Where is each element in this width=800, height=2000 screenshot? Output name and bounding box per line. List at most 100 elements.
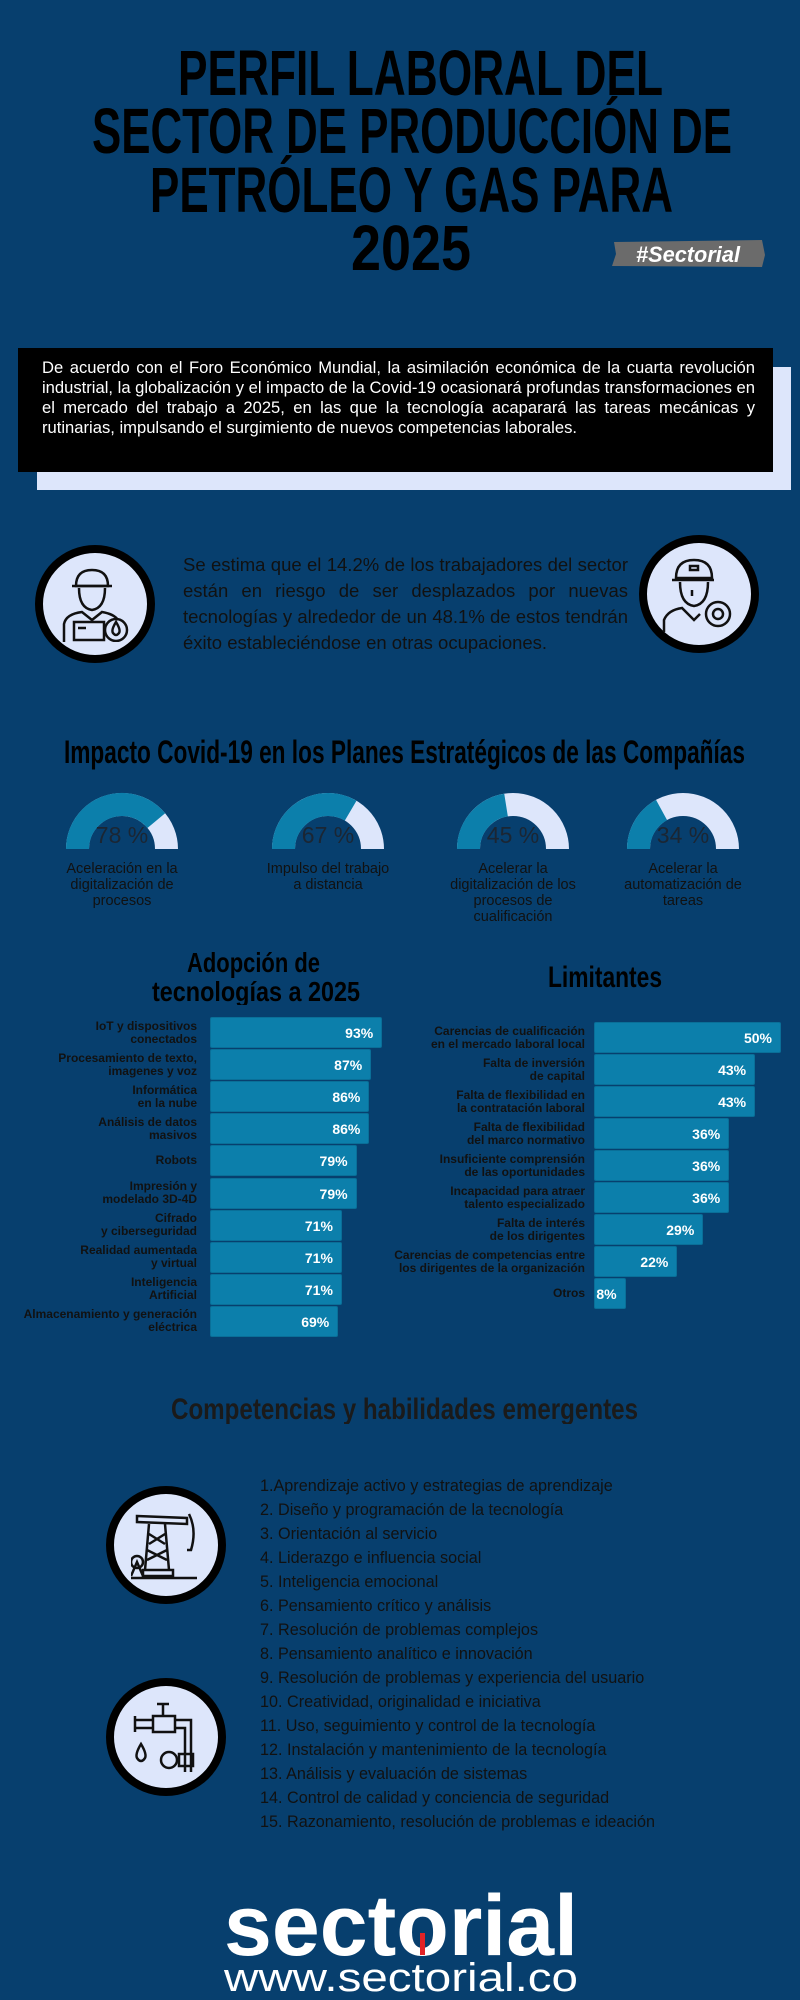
gauge-1: 78 % xyxy=(66,793,178,850)
intro-box xyxy=(18,348,773,472)
adoption-label: Cifrado y ciberseguridad xyxy=(0,1211,197,1240)
skill-item: 1.Aprendizaje activo y estrategias de ap… xyxy=(260,1477,613,1495)
gauge-3-fill xyxy=(457,793,509,850)
limitantes-bar: 43% xyxy=(595,1087,755,1116)
adoption-title-line-2: tecnologías a 2025 xyxy=(152,976,360,1005)
skill-item: 12. Instalación y mantenimiento de la te… xyxy=(260,1741,607,1759)
skill-item: 6. Pensamiento crítico y análisis xyxy=(260,1597,492,1615)
skills-list: 1.Aprendizaje activo y estrategias de ap… xyxy=(260,1474,655,1834)
risk-text: Se estima que el 14.2% de los trabajador… xyxy=(183,554,628,653)
limitantes-label: Carencias de competencias entre los dirig… xyxy=(355,1247,585,1276)
limitantes-title: Limitantes xyxy=(548,961,662,994)
adoption-label-line: imagenes y voz xyxy=(108,1063,197,1078)
adoption-label-line: conectados xyxy=(130,1031,197,1046)
oil-worker-icon xyxy=(35,545,155,663)
limitantes-label-line: Incapacidad para atraer xyxy=(450,1183,585,1198)
adoption-title-line-1: Adopción de xyxy=(187,947,320,978)
skill-item: 7. Resolución de problemas complejos xyxy=(260,1621,539,1639)
adoption-label-line: y ciberseguridad xyxy=(100,1224,197,1239)
skill-item: 13. Análisis y evaluación de sistemas xyxy=(260,1765,528,1783)
limitantes-value: 36% xyxy=(692,1126,721,1142)
limitantes-label: Otros xyxy=(355,1279,585,1308)
adoption-label-line: modelado 3D-4D xyxy=(102,1192,197,1206)
limitantes-label: Insuficiente comprensión de las oportunid… xyxy=(355,1151,585,1180)
adoption-label-line: IoT y dispositivos xyxy=(95,1018,197,1033)
limitantes-label-line: Falta de flexibilidad xyxy=(473,1119,585,1134)
adoption-bar: 69% xyxy=(211,1306,338,1336)
limitantes-label: Falta de inversión de capital xyxy=(355,1055,585,1084)
oil-pumpjack-icon xyxy=(106,1486,226,1604)
limitantes-label-line: Carencias de competencias entre xyxy=(394,1247,585,1262)
adoption-label-line: Informática xyxy=(132,1082,197,1097)
adoption-value: 86% xyxy=(332,1121,361,1138)
adoption-label-line: Impresión y xyxy=(129,1179,197,1193)
limitantes-label-line: de los dirigentes xyxy=(489,1228,585,1243)
logo-url[interactable]: www.sectorial.co xyxy=(223,1956,578,2000)
adoption-label-line: en la nube xyxy=(137,1095,197,1110)
gauge-3-value: 45 % xyxy=(487,822,539,848)
technician-gear-icon xyxy=(639,535,759,653)
adoption-bar: 86% xyxy=(211,1114,369,1144)
adoption-bar: 86% xyxy=(211,1082,369,1112)
skills-title-text: Competencias y habilidades emergentes xyxy=(171,1393,638,1424)
adoption-label-line: Análisis de datos xyxy=(98,1114,197,1129)
adoption-value: 79% xyxy=(319,1185,348,1202)
title-line-4: 2025 xyxy=(351,212,471,284)
adoption-label: Almacenamiento y generación eléctrica xyxy=(0,1307,197,1336)
gauge-3: 45 % xyxy=(457,793,569,850)
adoption-label-line: Procesamiento de texto, xyxy=(58,1050,197,1065)
limitantes-label-line: Insuficiente comprensión xyxy=(439,1151,585,1166)
adoption-bar: 79% xyxy=(211,1178,356,1208)
limitantes-label-line: Falta de flexibilidad en xyxy=(456,1087,585,1102)
limitantes-value: 29% xyxy=(666,1222,695,1238)
pipeline-valve-icon xyxy=(106,1678,226,1796)
limitantes-label: Falta de flexibilidad del marco normativo xyxy=(355,1119,585,1148)
skill-item: 4. Liderazgo e influencia social xyxy=(260,1549,482,1567)
covid-impact-title: Impacto Covid-19 en los Planes Estratégi… xyxy=(64,734,745,770)
logo-accent-mark xyxy=(420,1933,425,1955)
adoption-label-line: masivos xyxy=(148,1127,197,1142)
skill-item: 11. Uso, seguimiento y control de la tec… xyxy=(260,1717,596,1735)
limitantes-label-line: Otros xyxy=(552,1286,585,1300)
adoption-label: Robots xyxy=(0,1146,197,1175)
covid-impact-title-text: Impacto Covid-19 en los Planes Estratégi… xyxy=(64,734,745,770)
gauge-4-label: Acelerar la automatización de tareas xyxy=(624,861,742,909)
adoption-label-line: Cifrado xyxy=(155,1211,197,1226)
limitantes-value: 22% xyxy=(640,1254,669,1270)
adoption-label-line: y virtual xyxy=(150,1256,197,1271)
gauge-chart: 78 % 67 % 45 % 34 % xyxy=(66,793,739,850)
adoption-value: 79% xyxy=(319,1153,348,1170)
skill-item: 14. Control de calidad y conciencia de s… xyxy=(260,1789,610,1807)
sectorial-logo[interactable]: sectorial www.sectorial.co xyxy=(0,1880,800,2000)
limitantes-label: Incapacidad para atraer talento especiali… xyxy=(355,1183,585,1212)
skills-title: Competencias y habilidades emergentes xyxy=(171,1393,638,1424)
limitantes-label: Carencias de cualificación en el mercado … xyxy=(355,1023,585,1052)
adoption-bar: 71% xyxy=(211,1274,341,1304)
limitantes-value: 36% xyxy=(692,1190,721,1206)
gauge-4: 34 % xyxy=(627,793,739,850)
limitantes-value: 50% xyxy=(743,1030,772,1046)
gauge-1-value: 78 % xyxy=(96,822,148,848)
adoption-label: Impresión y modelado 3D-4D xyxy=(0,1179,197,1208)
gauge-1-fill xyxy=(66,793,166,850)
skill-item: 3. Orientación al servicio xyxy=(260,1525,438,1543)
adoption-value: 86% xyxy=(332,1089,361,1106)
limitantes-label-line: del marco normativo xyxy=(466,1132,585,1147)
page-title: PERFIL LABORAL DEL SECTOR DE PRODUCCIÓN … xyxy=(92,37,765,284)
limitantes-bar: 43% xyxy=(595,1055,755,1084)
adoption-label: Realidad aumentada y virtual xyxy=(0,1243,197,1272)
limitantes-label-line: de capital xyxy=(529,1068,585,1083)
gauge-2-value: 67 % xyxy=(302,822,354,848)
limitantes-value: 43% xyxy=(718,1094,747,1110)
limitantes-value: 43% xyxy=(718,1062,747,1078)
title-line-1: PERFIL LABORAL DEL xyxy=(178,37,663,109)
gauge-4-value: 34 % xyxy=(657,822,709,848)
limitantes-label-line: Carencias de cualificación xyxy=(434,1023,585,1038)
skill-item: 15. Razonamiento, resolución de problema… xyxy=(260,1813,656,1831)
adoption-label-line: Inteligencia xyxy=(130,1275,197,1290)
title-line-2: SECTOR DE PRODUCCIÓN DE xyxy=(92,95,732,167)
intro-text: De acuerdo con el Foro Económico Mundial… xyxy=(42,358,756,437)
adoption-label-line: Realidad aumentada xyxy=(80,1243,197,1258)
logo-wordmark: sectorial xyxy=(224,1880,578,1974)
adoption-label: Inteligencia Artificial xyxy=(0,1275,197,1304)
